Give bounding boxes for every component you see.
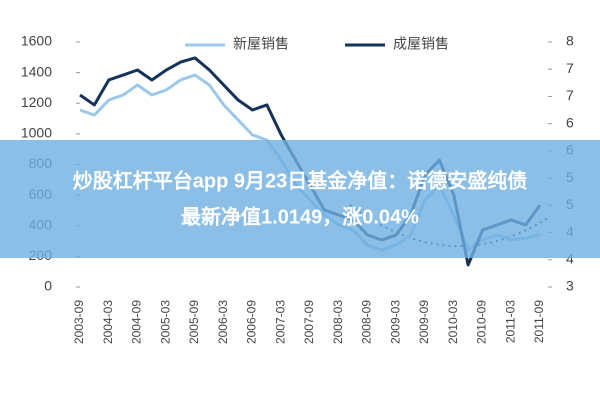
x-tick-label: 2005-09 [187, 300, 201, 344]
y2-tick-label: 7 [566, 87, 574, 103]
y-tick-label: 0 [44, 278, 52, 294]
y2-tick-label: 6 [566, 114, 574, 130]
x-tick-label: 2009-03 [388, 300, 402, 344]
x-tick-label: 2006-09 [245, 300, 259, 344]
x-tick-label: 2008-03 [331, 300, 345, 344]
x-tick-label: 2011-09 [532, 300, 546, 343]
overlay-text: 最新净值1.0149，涨0.04% [181, 204, 419, 228]
overlay-band [0, 140, 600, 258]
y-tick-label: 1600 [21, 33, 52, 49]
x-tick-label: 2011-03 [503, 300, 517, 343]
legend-label: 新屋销售 [233, 36, 289, 52]
x-tick-label: 2008-09 [360, 300, 374, 344]
overlay-text: 炒股杠杆平台app 9月23日基金净值：诺德安盛纯债 [73, 168, 527, 192]
x-tick-label: 2009-09 [417, 300, 431, 344]
x-tick-label: 2010-09 [475, 300, 489, 344]
x-tick-label: 2005-03 [158, 300, 172, 344]
x-tick-label: 2004-03 [101, 300, 115, 344]
y2-tick-label: 4 [566, 250, 574, 266]
x-tick-label: 2003-09 [72, 300, 86, 344]
y-tick-label: 1400 [21, 63, 52, 79]
x-tick-label: 2007-03 [273, 300, 287, 344]
x-tick-label: 2004-09 [130, 300, 144, 344]
y2-tick-label: 3 [566, 278, 574, 294]
y-tick-label: 1000 [21, 125, 52, 141]
legend-label: 成屋销售 [393, 36, 449, 52]
y2-tick-label: 8 [566, 33, 574, 49]
x-tick-label: 2007-09 [302, 300, 316, 344]
y2-tick-label: 7 [566, 60, 574, 76]
x-tick-label: 2010-03 [446, 300, 460, 344]
y-tick-label: 1200 [21, 94, 52, 110]
x-tick-label: 2006-03 [216, 300, 230, 344]
